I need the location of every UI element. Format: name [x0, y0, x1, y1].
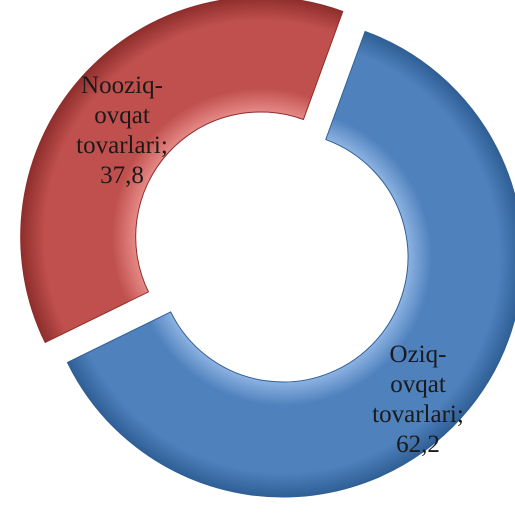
slice-label-1-line-0: Nooziq-: [81, 72, 163, 99]
slice-label-0-line-0: Oziq-: [390, 341, 447, 368]
slice-label-0-line-3: 62,2: [396, 431, 440, 458]
slices-layer: [20, 0, 515, 498]
labels-layer: Oziq-ovqat tovarlari; 62,2 Nooziq-ovqat tova…: [76, 72, 464, 458]
doughnut-slice-1: [20, 0, 344, 344]
slice-label-1-line-3: 37,8: [100, 162, 144, 189]
slice-label-1-line-1: ovqat: [94, 102, 150, 129]
slice-label-0: Oziq-ovqat tovarlari; 62,2: [372, 341, 464, 458]
doughnut-slice-0: [66, 30, 515, 498]
slice-label-1: Nooziq-ovqat tovarlari; 37,8: [76, 72, 168, 189]
slice-label-0-line-2: tovarlari;: [372, 401, 464, 428]
slice-label-0-line-1: ovqat: [390, 371, 446, 398]
slice-label-1-line-2: tovarlari;: [76, 132, 168, 159]
